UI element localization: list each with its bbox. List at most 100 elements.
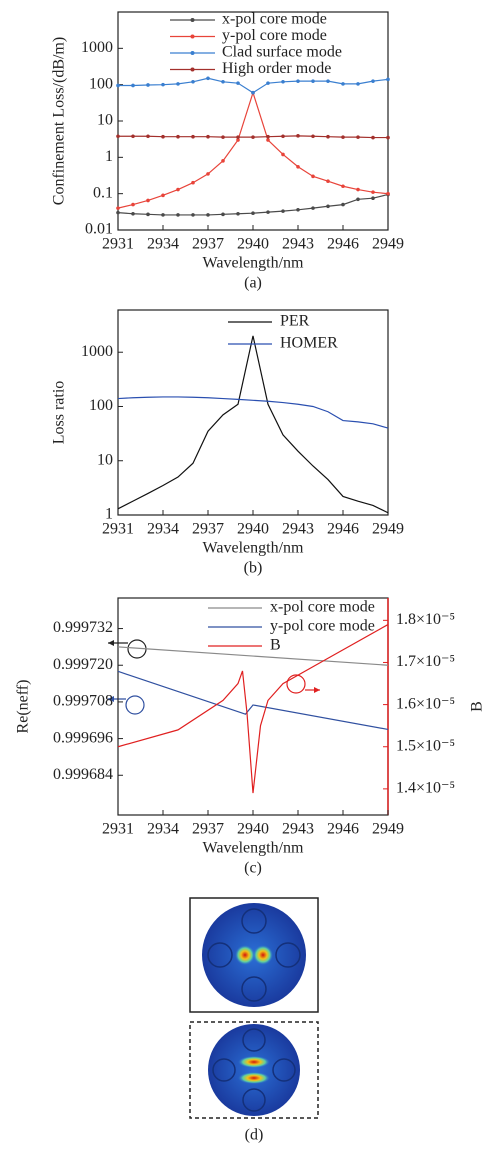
- x-tick-label: 2937: [192, 236, 224, 253]
- x-axis-label: Wavelength/nm: [203, 540, 304, 557]
- point: [176, 213, 180, 217]
- x-tick-label: 2937: [192, 821, 224, 838]
- y-tick-label: 0.1: [93, 184, 113, 201]
- point: [176, 82, 180, 86]
- point: [296, 134, 300, 138]
- legend-label: HOMER: [280, 335, 338, 352]
- point: [386, 191, 390, 196]
- series-line: [117, 90, 389, 209]
- x-tick-label: 2937: [192, 521, 224, 538]
- point: [191, 180, 195, 185]
- point: [131, 83, 135, 88]
- y-tick-label: 0.999696: [53, 729, 113, 746]
- caption: (b): [244, 560, 263, 577]
- x-tick-label: 2934: [147, 521, 179, 538]
- point: [281, 152, 285, 157]
- point: [191, 213, 195, 217]
- legend-label: Clad surface mode: [222, 44, 342, 61]
- point: [341, 82, 345, 86]
- point: [311, 134, 315, 139]
- point: [266, 81, 270, 85]
- point: [236, 211, 240, 216]
- caption: (c): [244, 860, 262, 877]
- x-tick-label: 2949: [372, 821, 404, 838]
- point: [191, 134, 195, 139]
- legend-label: x-pol core mode: [222, 11, 327, 28]
- y-tick-label: 10: [97, 451, 113, 468]
- point: [371, 79, 375, 83]
- x-tick-label: 2943: [282, 821, 314, 838]
- series-line: [117, 670, 389, 731]
- point: [371, 190, 375, 194]
- point: [266, 138, 270, 142]
- x-tick-label: 2943: [282, 521, 314, 538]
- point: [146, 134, 150, 139]
- y2-tick-label: 1.8×10⁻⁵: [396, 611, 455, 628]
- point: [161, 134, 165, 139]
- series-line: [117, 335, 389, 514]
- y2-tick-label: 1.7×10⁻⁵: [396, 653, 455, 670]
- point: [131, 202, 135, 207]
- point: [176, 134, 180, 139]
- point: [146, 198, 150, 203]
- x-tick-label: 2949: [372, 521, 404, 538]
- y-tick-label: 1000: [81, 343, 113, 360]
- point: [206, 213, 210, 217]
- x-tick-label: 2934: [147, 236, 179, 253]
- legend-marker: [190, 34, 195, 39]
- x-tick-label: 2949: [372, 236, 404, 253]
- x-tick-label: 2931: [102, 821, 134, 838]
- point: [146, 212, 150, 217]
- point: [116, 134, 120, 139]
- point: [236, 138, 240, 142]
- legend-label: x-pol core mode: [270, 599, 375, 616]
- point: [236, 135, 240, 139]
- point: [281, 134, 285, 139]
- point: [281, 79, 285, 84]
- point: [191, 79, 195, 84]
- y-tick-label: 1: [105, 506, 113, 523]
- x-tick-label: 2940: [237, 521, 269, 538]
- point: [116, 206, 120, 210]
- y-tick-label: 0.999684: [53, 766, 113, 783]
- point: [356, 82, 360, 86]
- series-line: [118, 77, 389, 94]
- y-tick-label: 0.01: [85, 221, 113, 238]
- annotation: [108, 639, 320, 715]
- point: [221, 159, 225, 163]
- point: [266, 134, 270, 139]
- point: [206, 134, 210, 139]
- point: [326, 134, 330, 139]
- point: [356, 197, 360, 202]
- x-tick-label: 2934: [147, 821, 179, 838]
- y-tick-label: 1000: [81, 39, 113, 56]
- point: [341, 184, 345, 189]
- legend-label: PER: [280, 313, 310, 330]
- x-tick-label: 2940: [237, 821, 269, 838]
- y-tick-label: 0.999732: [53, 619, 113, 636]
- x-tick-label: 2946: [327, 821, 359, 838]
- y-tick-label: 100: [89, 75, 113, 92]
- y-axis-label: Re(neff): [15, 680, 32, 734]
- y-axis-label: Confinement Loss/(dB/m): [51, 37, 68, 205]
- point: [251, 211, 255, 215]
- x-tick-label: 2943: [282, 236, 314, 253]
- x-tick-label: 2931: [102, 236, 134, 253]
- point: [296, 164, 300, 169]
- point: [176, 187, 180, 192]
- x-tick-label: 2940: [237, 236, 269, 253]
- series-line: [117, 646, 389, 666]
- plot-frame: [117, 309, 389, 516]
- point: [131, 134, 135, 139]
- point: [386, 77, 390, 82]
- y2-tick-label: 1.5×10⁻⁵: [396, 737, 455, 754]
- point: [251, 135, 255, 139]
- legend-label: High order mode: [222, 60, 331, 77]
- point: [236, 81, 240, 85]
- point: [116, 210, 120, 215]
- legend-label: B: [270, 637, 281, 654]
- x-tick-label: 2931: [102, 521, 134, 538]
- y-tick-label: 0.999708: [53, 693, 113, 710]
- x-axis-label: Wavelength/nm: [203, 255, 304, 272]
